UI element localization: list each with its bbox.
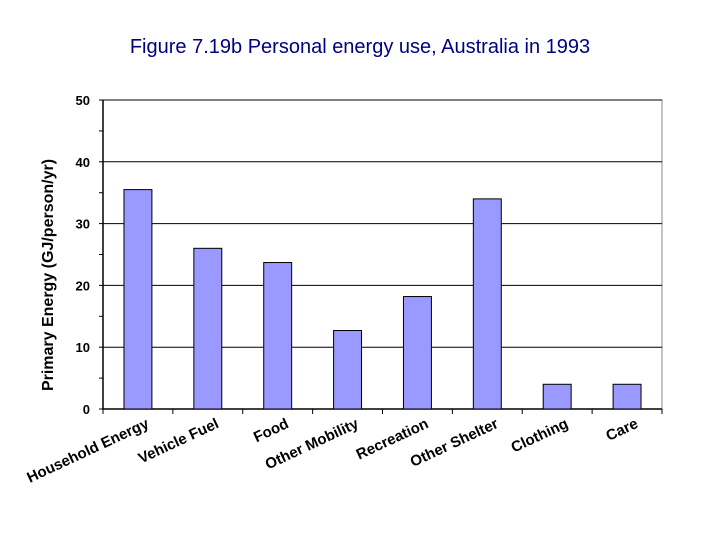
y-axis-title: Primary Energy (GJ/person/yr) <box>40 159 57 391</box>
x-tick-label-6: Clothing <box>509 415 571 456</box>
y-tick-label-20: 20 <box>76 278 90 293</box>
bar-0 <box>123 189 153 410</box>
plot-area <box>102 99 663 410</box>
bar-7 <box>612 383 642 410</box>
x-tick-label-7: Care <box>603 415 640 445</box>
bar-3 <box>333 330 363 410</box>
chart-title: Figure 7.19b Personal energy use, Austra… <box>129 36 591 58</box>
y-tick-label-30: 30 <box>76 217 90 232</box>
bar-6 <box>542 383 572 410</box>
x-tick-label-1: Vehicle Fuel <box>136 415 222 467</box>
x-tick-label-0: Household Energy <box>24 415 152 487</box>
x-tick-label-2: Food <box>251 415 291 446</box>
bar-4 <box>402 296 432 410</box>
y-tick-label-50: 50 <box>76 93 90 108</box>
bar-2 <box>263 262 293 410</box>
y-tick-label-0: 0 <box>83 402 90 417</box>
y-tick-label-10: 10 <box>76 340 90 355</box>
bar-5 <box>472 198 502 410</box>
bar-1 <box>193 247 223 410</box>
y-tick-label-40: 40 <box>76 155 90 170</box>
